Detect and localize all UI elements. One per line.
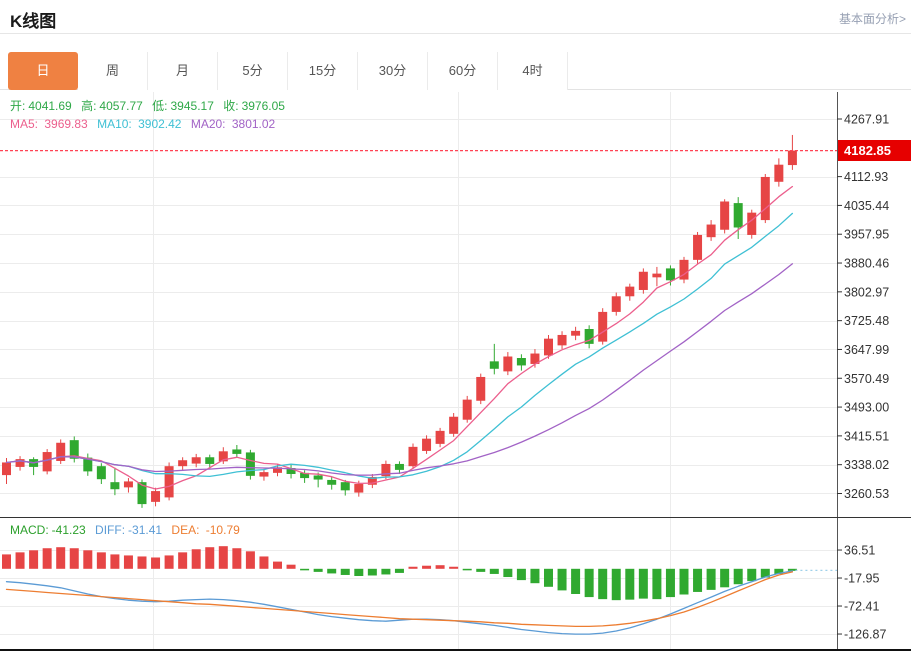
axis: 4267.91 4112.93 4035.44 3957.95 3880.46 3802.… — [0, 92, 911, 651]
ma20-value: 3801.02 — [231, 117, 276, 131]
page-title: K线图 — [10, 12, 57, 31]
axis-tick-label: 3570.49 — [844, 372, 889, 386]
low-value: 3945.17 — [170, 99, 214, 113]
low-label: 低: — [152, 99, 168, 113]
close-value: 3976.05 — [241, 99, 285, 113]
open-value: 4041.69 — [28, 99, 72, 113]
close-label: 收: — [223, 99, 239, 113]
axis-tick-label: -17.95 — [844, 572, 879, 586]
ma20-label: MA20: — [190, 117, 229, 131]
tab-5min[interactable]: 5分 — [218, 52, 288, 90]
diff-value: -31.41 — [128, 523, 163, 537]
ohlc-info-bar: 开: 4041.69 高: 4057.77 低: 3945.17 收: 3976.05 — [10, 97, 291, 114]
axis-tick-label: 3493.00 — [844, 401, 889, 415]
ma10-value: 3902.42 — [138, 117, 182, 131]
header-divider — [0, 33, 911, 34]
ma5-value: 3969.83 — [44, 117, 88, 131]
tab-15min[interactable]: 15分 — [288, 52, 358, 90]
macd-label: MACD: — [10, 523, 49, 537]
macd-value: -41.23 — [51, 523, 86, 537]
tab-30min[interactable]: 30分 — [358, 52, 428, 90]
timeframe-tabbar: 日周月 5分 15分 30分 60分 4时 — [0, 52, 911, 90]
ma-info-bar: MA5: 3969.83 MA10: 3902.42 MA20: 3801.02 — [10, 117, 281, 131]
axis-tick-label: 3880.46 — [844, 257, 889, 271]
axis-tick-label: 3725.48 — [844, 314, 889, 328]
dea-value: -10.79 — [205, 523, 240, 537]
axis-tick-label: 3338.02 — [844, 458, 889, 472]
axis-tick-label: -126.87 — [844, 628, 886, 642]
axis-tick-label: 4112.93 — [844, 170, 888, 184]
tab-60min[interactable]: 60分 — [428, 52, 498, 90]
axis-tick-label: 3802.97 — [844, 285, 889, 299]
current-price-label: 4182.85 — [838, 140, 911, 161]
diff-label: DIFF: — [95, 523, 126, 537]
tab-month[interactable]: 月 — [148, 52, 218, 90]
high-value: 4057.77 — [99, 99, 143, 113]
candles — [2, 134, 797, 508]
macd-panel — [2, 546, 837, 635]
ma10-label: MA10: — [97, 117, 136, 131]
axis-tick-label: 3260.53 — [844, 487, 889, 501]
open-label: 开: — [10, 99, 26, 113]
dea-label: DEA: — [171, 523, 203, 537]
axis-tick-label: 3415.51 — [844, 429, 889, 443]
axis-tick-label: 4267.91 — [844, 113, 889, 127]
axis-tick-label: 3647.99 — [844, 343, 889, 357]
axis-tick-label: 36.51 — [844, 544, 875, 558]
fundamental-analysis-link[interactable]: 基本面分析> — [838, 12, 906, 26]
ma-lines — [5, 185, 794, 490]
axis-tick-label: -72.41 — [844, 600, 879, 614]
macd-info-bar: MACD: -41.23 DIFF: -31.41 DEA: -10.79 — [10, 523, 246, 537]
tab-4hour[interactable]: 4时 — [498, 52, 568, 90]
high-label: 高: — [81, 99, 97, 113]
axis-tick-label: 3957.95 — [844, 228, 889, 242]
tab-day[interactable]: 日 — [8, 52, 78, 90]
tab-week[interactable]: 周 — [78, 52, 148, 90]
ma5-label: MA5: — [10, 117, 42, 131]
axis-tick-label: 4035.44 — [844, 199, 889, 213]
